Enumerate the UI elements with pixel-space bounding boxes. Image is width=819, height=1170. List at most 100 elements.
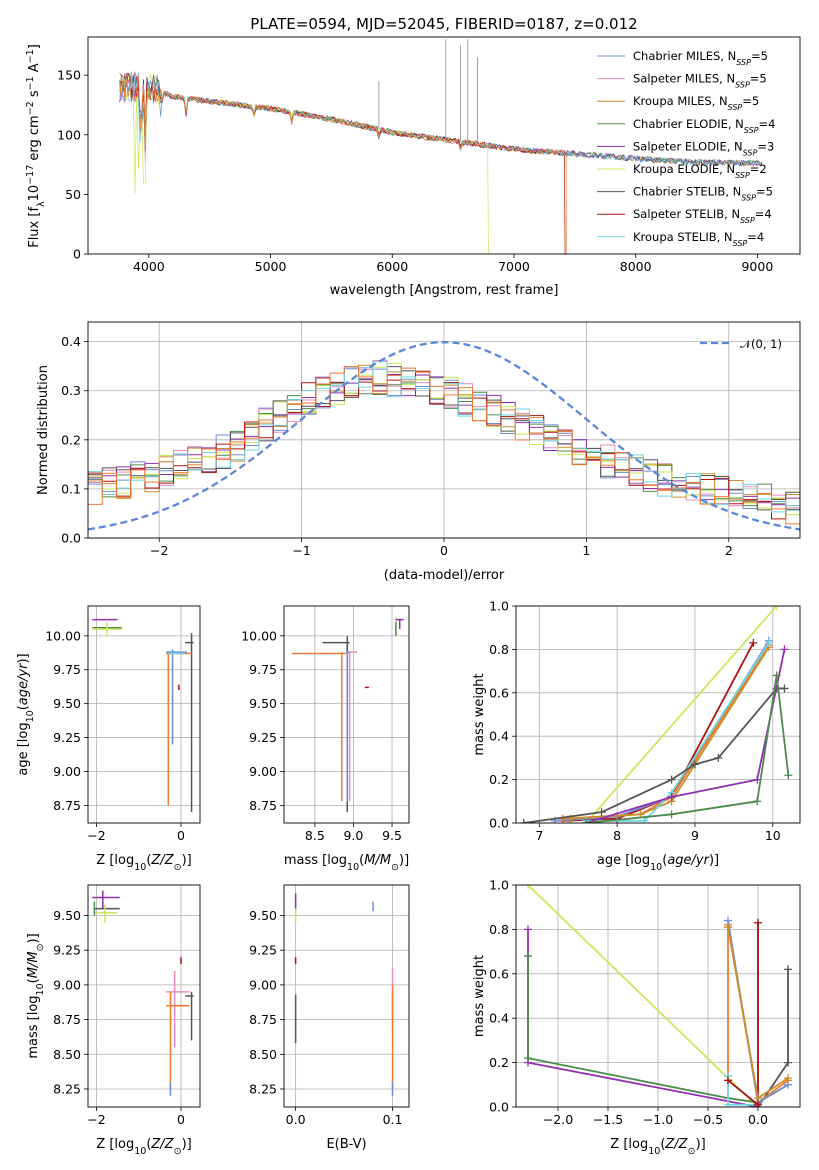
weight-series-kroupa-stelib <box>582 638 773 823</box>
tick-label-x: 0 <box>177 1112 185 1127</box>
weight-line <box>527 885 759 1107</box>
weight-marker <box>754 1094 762 1103</box>
tick-label-y: 0.3 <box>61 383 81 398</box>
plot-area <box>524 885 792 1107</box>
tick-label-x: −1.5 <box>593 1112 623 1127</box>
tick-label-y: 9.75 <box>249 662 277 677</box>
weight-marker <box>582 819 591 823</box>
weight-marker <box>784 1058 792 1067</box>
spectrum-line-kroupa-elodie <box>119 73 489 254</box>
weight-marker <box>780 645 789 654</box>
panel-residuals: −2 −1 0 1 2 0.0 0.1 0.2 0.3 0.4 𝒩(0, 1) (data-model… <box>36 321 801 583</box>
y-axis-label: Flux [fλ10−17 erg cm−2 s−1 A−1] <box>25 44 47 248</box>
histogram-orange <box>88 365 800 525</box>
tick-label-y: 8.75 <box>249 1012 277 1027</box>
tick-label-x: 4000 <box>133 259 165 274</box>
weight-marker <box>724 1100 732 1107</box>
tick-label-y: 10.00 <box>241 628 277 643</box>
panel-spectrum: 4000 5000 6000 7000 8000 9000 0 50 100 150 Chabrie… <box>25 36 801 298</box>
histogram-kroupa-stelib <box>88 361 800 513</box>
tick-label-y: 8.50 <box>53 1047 81 1062</box>
tick-label-x: 9.5 <box>382 828 402 843</box>
tick-label-x: 1 <box>582 543 590 558</box>
legend-label-kroupa-miles: Kroupa MILES, NSSP=5 <box>633 94 759 112</box>
weight-marker <box>753 797 762 806</box>
panel-mass_vs_Z: −2 0 8.25 8.50 8.75 9.00 9.25 9.50 Z [log10(Z/Z⊙… <box>26 884 201 1157</box>
spectrum-line-salpeter-stelib <box>119 72 566 254</box>
tick-label-y: 150 <box>57 68 81 83</box>
tick-label-x: −1.0 <box>643 1112 673 1127</box>
axes-frame <box>87 884 201 1108</box>
legend-label-chabrier-miles: Chabrier MILES, NSSP=5 <box>633 49 768 67</box>
panel-mass_weight_vs_age: 7 8 9 10 0.0 0.2 0.4 0.6 0.8 1.0 age [log10(age/yr… <box>472 599 801 873</box>
tick-label-y: 9.00 <box>53 764 81 779</box>
plot-area <box>92 890 194 1096</box>
weight-marker <box>724 923 732 932</box>
tick-label-y: 9.25 <box>249 943 277 958</box>
weight-marker <box>772 671 781 680</box>
tick-label-y: 10.00 <box>45 628 81 643</box>
weight-line <box>527 956 759 1104</box>
panel-mass_weight_vs_Z: −2.0 −1.5 −1.0 −0.5 0.0 0.0 0.2 0.4 0.6 0.8 1.0 Z [… <box>472 878 801 1157</box>
tick-label-x: 2 <box>725 543 733 558</box>
tick-label-y: 0.4 <box>61 334 81 349</box>
tick-label-y: 100 <box>57 127 81 142</box>
tick-label-y: 0.4 <box>489 729 509 744</box>
weight-line <box>554 640 770 822</box>
tick-label-y: 0.8 <box>489 642 509 657</box>
tick-label-y: 9.75 <box>53 662 81 677</box>
tick-label-x: 9 <box>691 828 699 843</box>
tick-label-y: 9.25 <box>249 730 277 745</box>
plot-area <box>119 39 763 254</box>
legend-label-gaussian: 𝒩(0, 1) <box>740 337 782 351</box>
y-axis-label: mass weight <box>472 955 487 1037</box>
weight-marker <box>519 819 528 823</box>
tick-label-x: −2 <box>87 828 105 843</box>
tick-label-y: 0 <box>73 247 81 262</box>
weight-marker <box>597 808 606 817</box>
tick-label-y: 9.25 <box>53 730 81 745</box>
weight-marker <box>524 1054 532 1063</box>
figure-title: PLATE=0594, MJD=52045, FIBERID=0187, z=0… <box>250 15 637 33</box>
legend-label-salpeter-elodie: Salpeter ELODIE, NSSP=3 <box>633 139 774 157</box>
errorbar-point-orange <box>291 652 346 802</box>
weight-marker <box>784 771 793 780</box>
tick-label-y: 0.2 <box>489 772 509 787</box>
weight-series-chabrier-miles <box>550 636 773 823</box>
panels: 4000 5000 6000 7000 8000 9000050100150Chabrie… <box>16 36 801 1157</box>
x-axis-label: mass [log10(M/M⊙)] <box>284 853 409 873</box>
tick-label-y: 9.50 <box>249 908 277 923</box>
weight-series-chabrier-stelib <box>519 684 789 823</box>
tick-label-y: 9.50 <box>53 696 81 711</box>
errorbar-point-chabrier-stelib <box>185 633 194 813</box>
weight-series-salpeter-stelib <box>558 638 758 823</box>
axes-frame <box>283 884 410 1108</box>
errorbar-point-salpeter-elodie <box>395 618 404 630</box>
tick-label-x: 0 <box>440 543 448 558</box>
x-axis-label: Z [log10(Z/Z⊙)] <box>96 1137 191 1157</box>
tick-label-y: 8.75 <box>249 798 277 813</box>
tick-label-x: −0.5 <box>693 1112 723 1127</box>
weight-marker <box>524 952 532 961</box>
tick-label-x: 0.1 <box>383 1112 403 1127</box>
panel-age_vs_mass: 8.5 9.0 9.5 8.75 9.00 9.25 9.50 9.75 10.00 mass [… <box>241 605 410 873</box>
legend-label-salpeter-miles: Salpeter MILES, NSSP=5 <box>633 72 767 90</box>
weight-line <box>586 642 770 822</box>
tick-label-y: 0.0 <box>489 816 509 831</box>
tick-label-x: 5000 <box>255 259 287 274</box>
tick-label-x: −1 <box>292 543 310 558</box>
tick-label-y: 9.50 <box>53 908 81 923</box>
weight-marker <box>714 753 723 762</box>
weight-marker <box>667 775 676 784</box>
tick-label-y: 50 <box>65 187 81 202</box>
errorbar-point-orange <box>166 991 190 1089</box>
tick-label-y: 0.4 <box>489 1011 509 1026</box>
weight-marker <box>524 885 532 889</box>
tick-label-y: 8.75 <box>53 798 81 813</box>
tick-label-y: 9.50 <box>249 696 277 711</box>
tick-label-y: 0.6 <box>489 685 509 700</box>
tick-label-x: −2 <box>87 1112 105 1127</box>
tick-label-x: 9.0 <box>343 828 363 843</box>
weight-series-chabrier-elodie <box>582 671 793 823</box>
